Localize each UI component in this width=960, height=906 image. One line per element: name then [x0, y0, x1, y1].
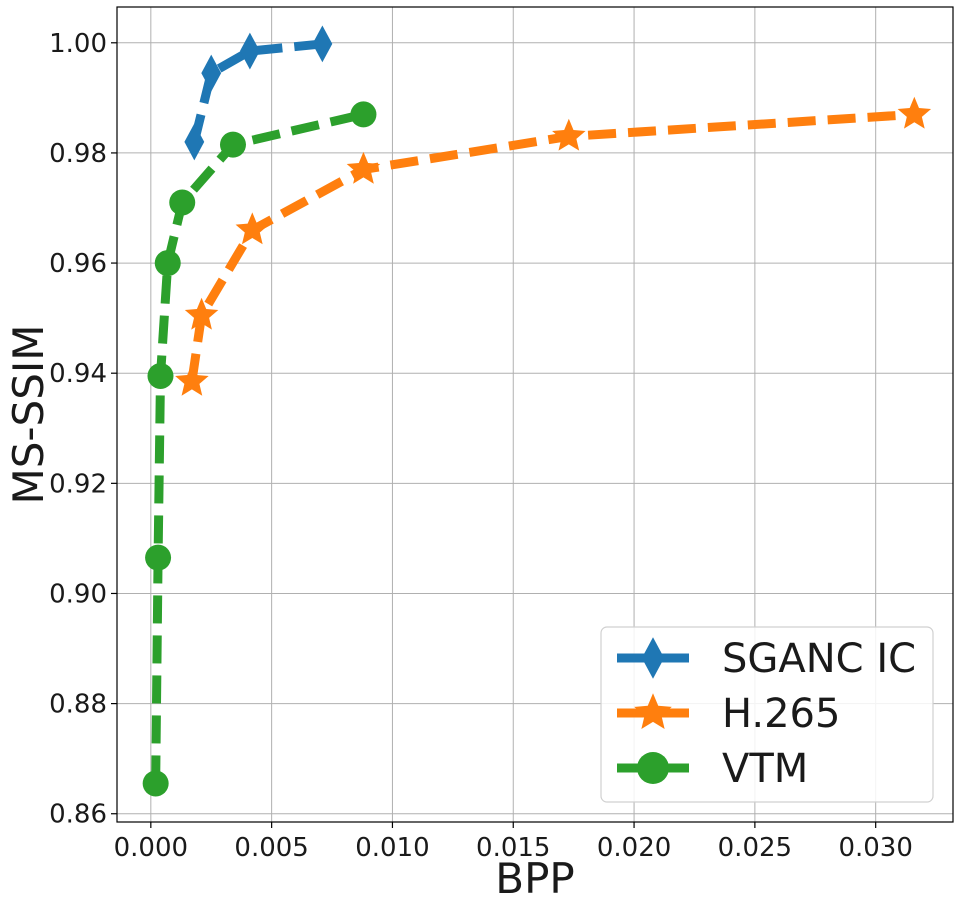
grid: [117, 7, 953, 822]
y-tick-label: 1.00: [49, 29, 107, 59]
legend-box: [600, 626, 934, 803]
data-point: [184, 297, 219, 330]
y-axis-label: MS-SSIM: [4, 325, 53, 505]
series-line: [189, 39, 323, 143]
x-tick-label: 0.020: [597, 833, 671, 863]
data-point: [239, 32, 260, 70]
y-tick-label: 0.86: [49, 800, 107, 830]
y-axis: 0.86 0.88 0.90 0.92 0.94 0.96 0.98 1.00: [49, 29, 117, 830]
series-line: [151, 109, 365, 784]
legend-marker: [641, 637, 665, 679]
legend-label: SGANC IC: [722, 636, 916, 682]
y-tick-label: 0.90: [49, 579, 107, 609]
data-point: [219, 131, 246, 158]
data-point: [897, 96, 932, 129]
y-tick-label: 0.94: [49, 359, 107, 389]
y-tick-label: 0.92: [49, 469, 107, 499]
series-line: [187, 109, 915, 383]
data-point: [184, 123, 205, 161]
legend-entry: VTM: [617, 746, 808, 792]
x-axis-label: BPP: [495, 854, 574, 903]
x-tick-label: 0.000: [114, 833, 188, 863]
legend-entry: H.265: [617, 691, 840, 737]
x-tick-label: 0.010: [355, 833, 429, 863]
legend-entry: SGANC IC: [617, 636, 916, 682]
data-point: [346, 151, 381, 184]
x-tick-label: 0.030: [838, 833, 912, 863]
x-tick-label: 0.005: [234, 833, 308, 863]
plot-frame: [116, 6, 954, 823]
data-point: [154, 250, 181, 277]
x-tick-label: 0.025: [718, 833, 792, 863]
series-layer: [142, 25, 932, 797]
data-point: [350, 101, 377, 128]
data-point: [175, 363, 209, 396]
y-tick-label: 0.96: [49, 249, 107, 279]
y-tick-label: 0.88: [49, 690, 107, 720]
x-axis: 0.000 0.005 0.010 0.015 0.020 0.025 0.030: [114, 822, 913, 863]
legend-label: H.265: [722, 691, 840, 737]
legend-marker: [637, 752, 669, 784]
data-point: [147, 362, 174, 389]
data-point: [145, 544, 172, 571]
series-star: [175, 96, 932, 396]
data-point: [142, 770, 169, 797]
data-point: [312, 25, 333, 63]
series-circle: [142, 101, 377, 797]
series-diamond: [184, 25, 333, 161]
data-point: [201, 54, 222, 92]
data-point: [552, 118, 586, 151]
data-point: [235, 212, 270, 245]
y-tick-label: 0.98: [49, 139, 107, 169]
x-tick-label: 0.015: [476, 833, 550, 863]
data-point: [169, 189, 196, 216]
legend-label: VTM: [722, 746, 808, 792]
legend-marker: [634, 693, 672, 730]
legend: SGANC IC H.265 VTM: [600, 626, 934, 803]
